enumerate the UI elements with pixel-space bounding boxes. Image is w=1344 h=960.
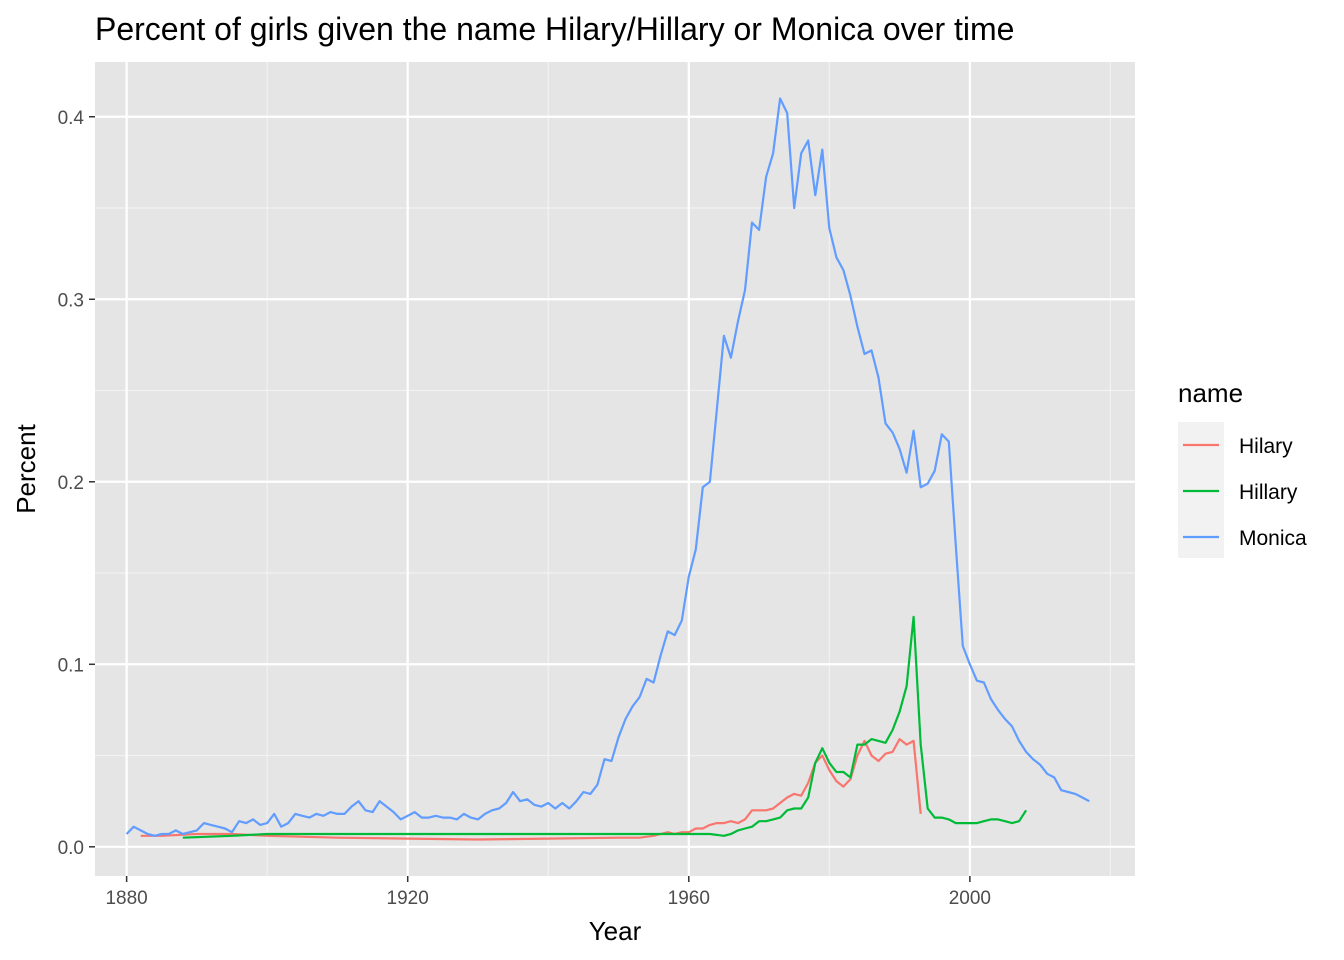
- series-lines: [125, 97, 1090, 841]
- y-tick-label: 0.2: [58, 473, 84, 494]
- y-axis-title: Percent: [11, 423, 41, 513]
- legend-title: name: [1178, 378, 1243, 408]
- y-tick-label: 0.0: [58, 838, 84, 859]
- legend-label-hilary: Hilary: [1239, 435, 1293, 458]
- y-axis: 0.0 0.1 0.2 0.3 0.4: [58, 108, 95, 859]
- x-tick-label: 1960: [668, 888, 710, 909]
- x-axis-title: Year: [589, 916, 642, 946]
- legend-label-monica: Monica: [1239, 527, 1307, 550]
- x-tick-label: 2000: [949, 888, 991, 909]
- x-tick-label: 1920: [387, 888, 429, 909]
- series-line-monica: [125, 97, 1090, 837]
- minor-gridlines: [95, 62, 1135, 876]
- chart-title: Percent of girls given the name Hilary/H…: [95, 11, 1014, 47]
- legend: name Hilary Hillary Monica: [1178, 378, 1307, 558]
- x-axis: 1880 1920 1960 2000: [105, 876, 991, 909]
- series-line-hillary: [182, 615, 1028, 839]
- legend-label-hillary: Hillary: [1239, 481, 1298, 504]
- plot-panel: [95, 62, 1135, 876]
- x-tick-label: 1880: [105, 888, 147, 909]
- series-line-hilary: [140, 737, 922, 841]
- y-tick-label: 0.4: [58, 108, 85, 129]
- y-tick-label: 0.3: [58, 290, 84, 311]
- y-tick-label: 0.1: [58, 655, 84, 676]
- major-gridlines: [95, 62, 1135, 876]
